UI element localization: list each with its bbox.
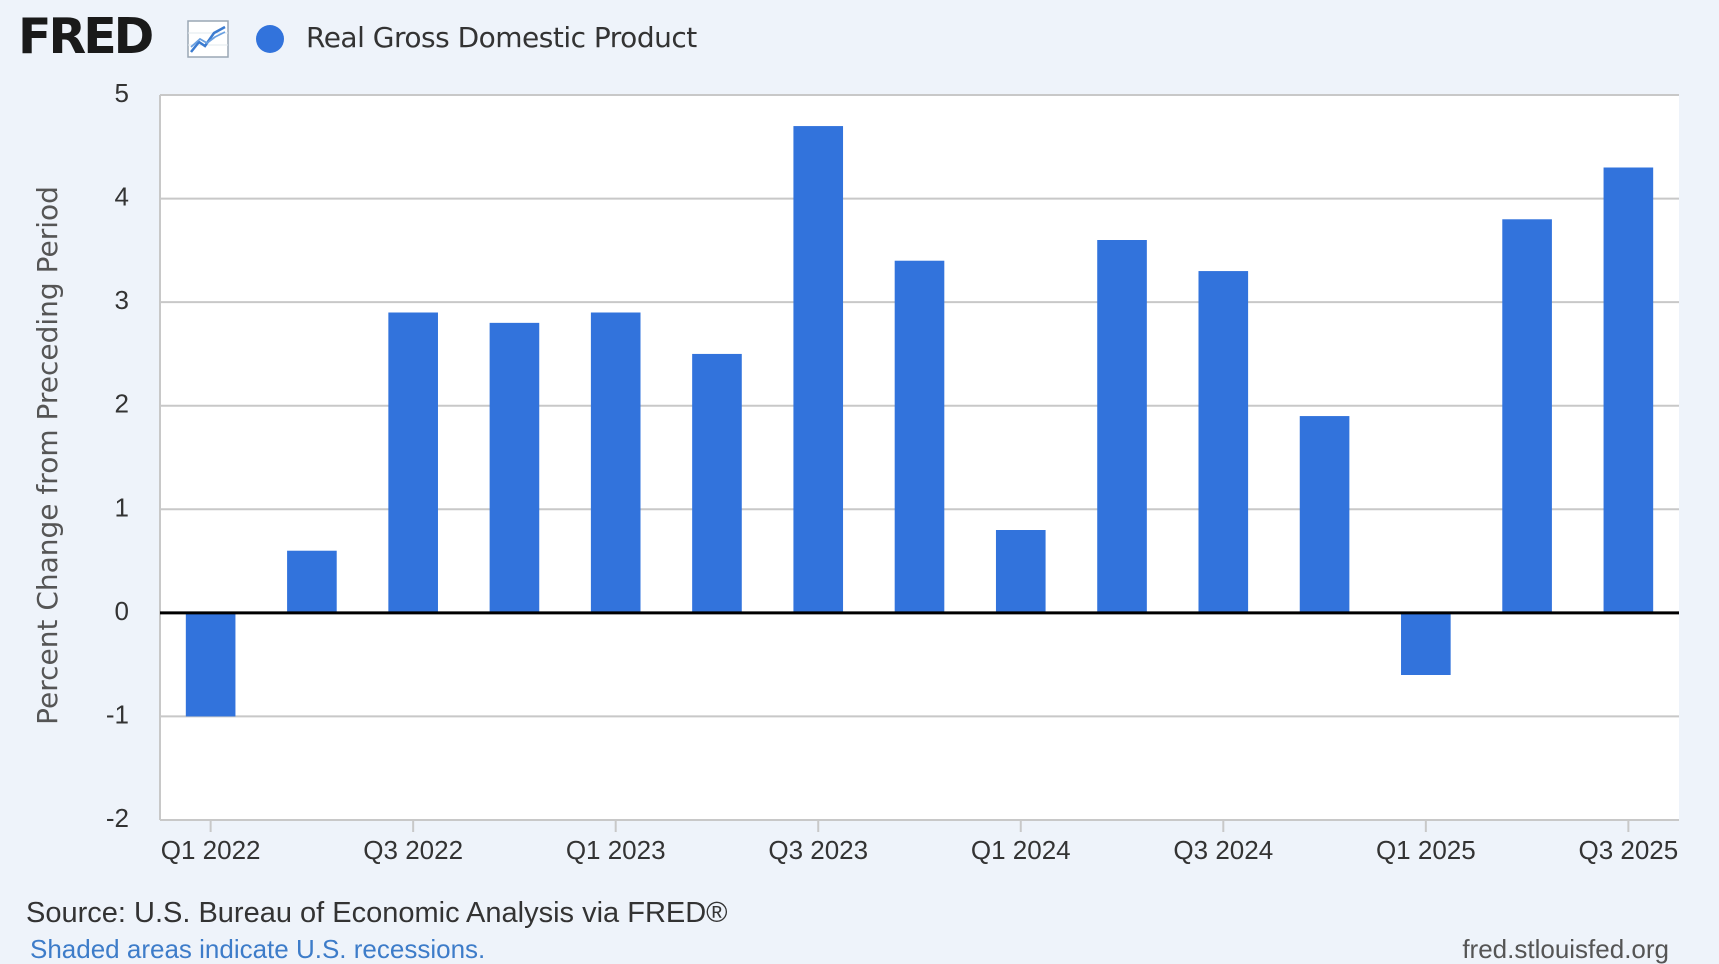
fred-logo[interactable]: FRED (18, 8, 154, 65)
bar-q2-2022 (287, 550, 337, 613)
y-tick-label: 1 (115, 492, 129, 522)
bar-q3-2025 (1603, 167, 1654, 613)
x-tick-label: Q1 2022 (161, 835, 261, 865)
x-tick-label: Q1 2025 (1376, 835, 1476, 865)
bar-q2-2023 (692, 353, 742, 613)
fred-url-link[interactable]: fred.stlouisfed.org (1462, 934, 1669, 964)
bar-q2-2025 (1502, 219, 1552, 613)
bar-q4-2022 (489, 322, 540, 613)
bar-q1-2024 (995, 530, 1046, 613)
legend-label: Real Gross Domestic Product (306, 21, 697, 54)
bar-q1-2022 (185, 612, 236, 717)
bar-q4-2024 (1299, 416, 1350, 613)
bar-chart: -2 -1 0 1 2 3 4 5 Q1 2022 Q3 2022 Q1 2023 Q3 2023 Q1… (31, 78, 1679, 865)
bar-q4-2023 (894, 260, 945, 613)
y-tick-label: -2 (106, 803, 129, 833)
x-tick-label: Q1 2023 (566, 835, 666, 865)
bar-q2-2024 (1097, 240, 1147, 613)
y-tick-label: -1 (106, 699, 129, 729)
line-chart-icon (187, 20, 229, 58)
bar-q3-2024 (1198, 271, 1249, 613)
y-tick-label: 0 (115, 596, 129, 626)
x-tick-label: Q1 2024 (971, 835, 1071, 865)
x-tick-label: Q3 2024 (1173, 835, 1273, 865)
x-tick-label: Q3 2023 (768, 835, 868, 865)
y-tick-label: 2 (115, 389, 129, 419)
source-note: Source: U.S. Bureau of Economic Analysis… (26, 897, 728, 929)
y-tick-label: 5 (115, 78, 129, 108)
y-tick-label: 3 (115, 285, 129, 315)
bar-q1-2025 (1401, 612, 1451, 675)
y-axis-title: Percent Change from Preceding Period (31, 186, 64, 725)
bar-q3-2022 (388, 312, 438, 613)
bar-q1-2023 (590, 312, 641, 613)
bar-q3-2023 (793, 126, 844, 613)
y-tick-label: 4 (115, 182, 129, 212)
recession-shading-link[interactable]: Shaded areas indicate U.S. recessions. (30, 934, 486, 964)
legend-swatch (256, 25, 284, 53)
chart-header: FRED Real Gross Domestic Product (0, 0, 1719, 80)
x-tick-label: Q3 2025 (1578, 835, 1678, 865)
x-tick-label: Q3 2022 (363, 835, 463, 865)
